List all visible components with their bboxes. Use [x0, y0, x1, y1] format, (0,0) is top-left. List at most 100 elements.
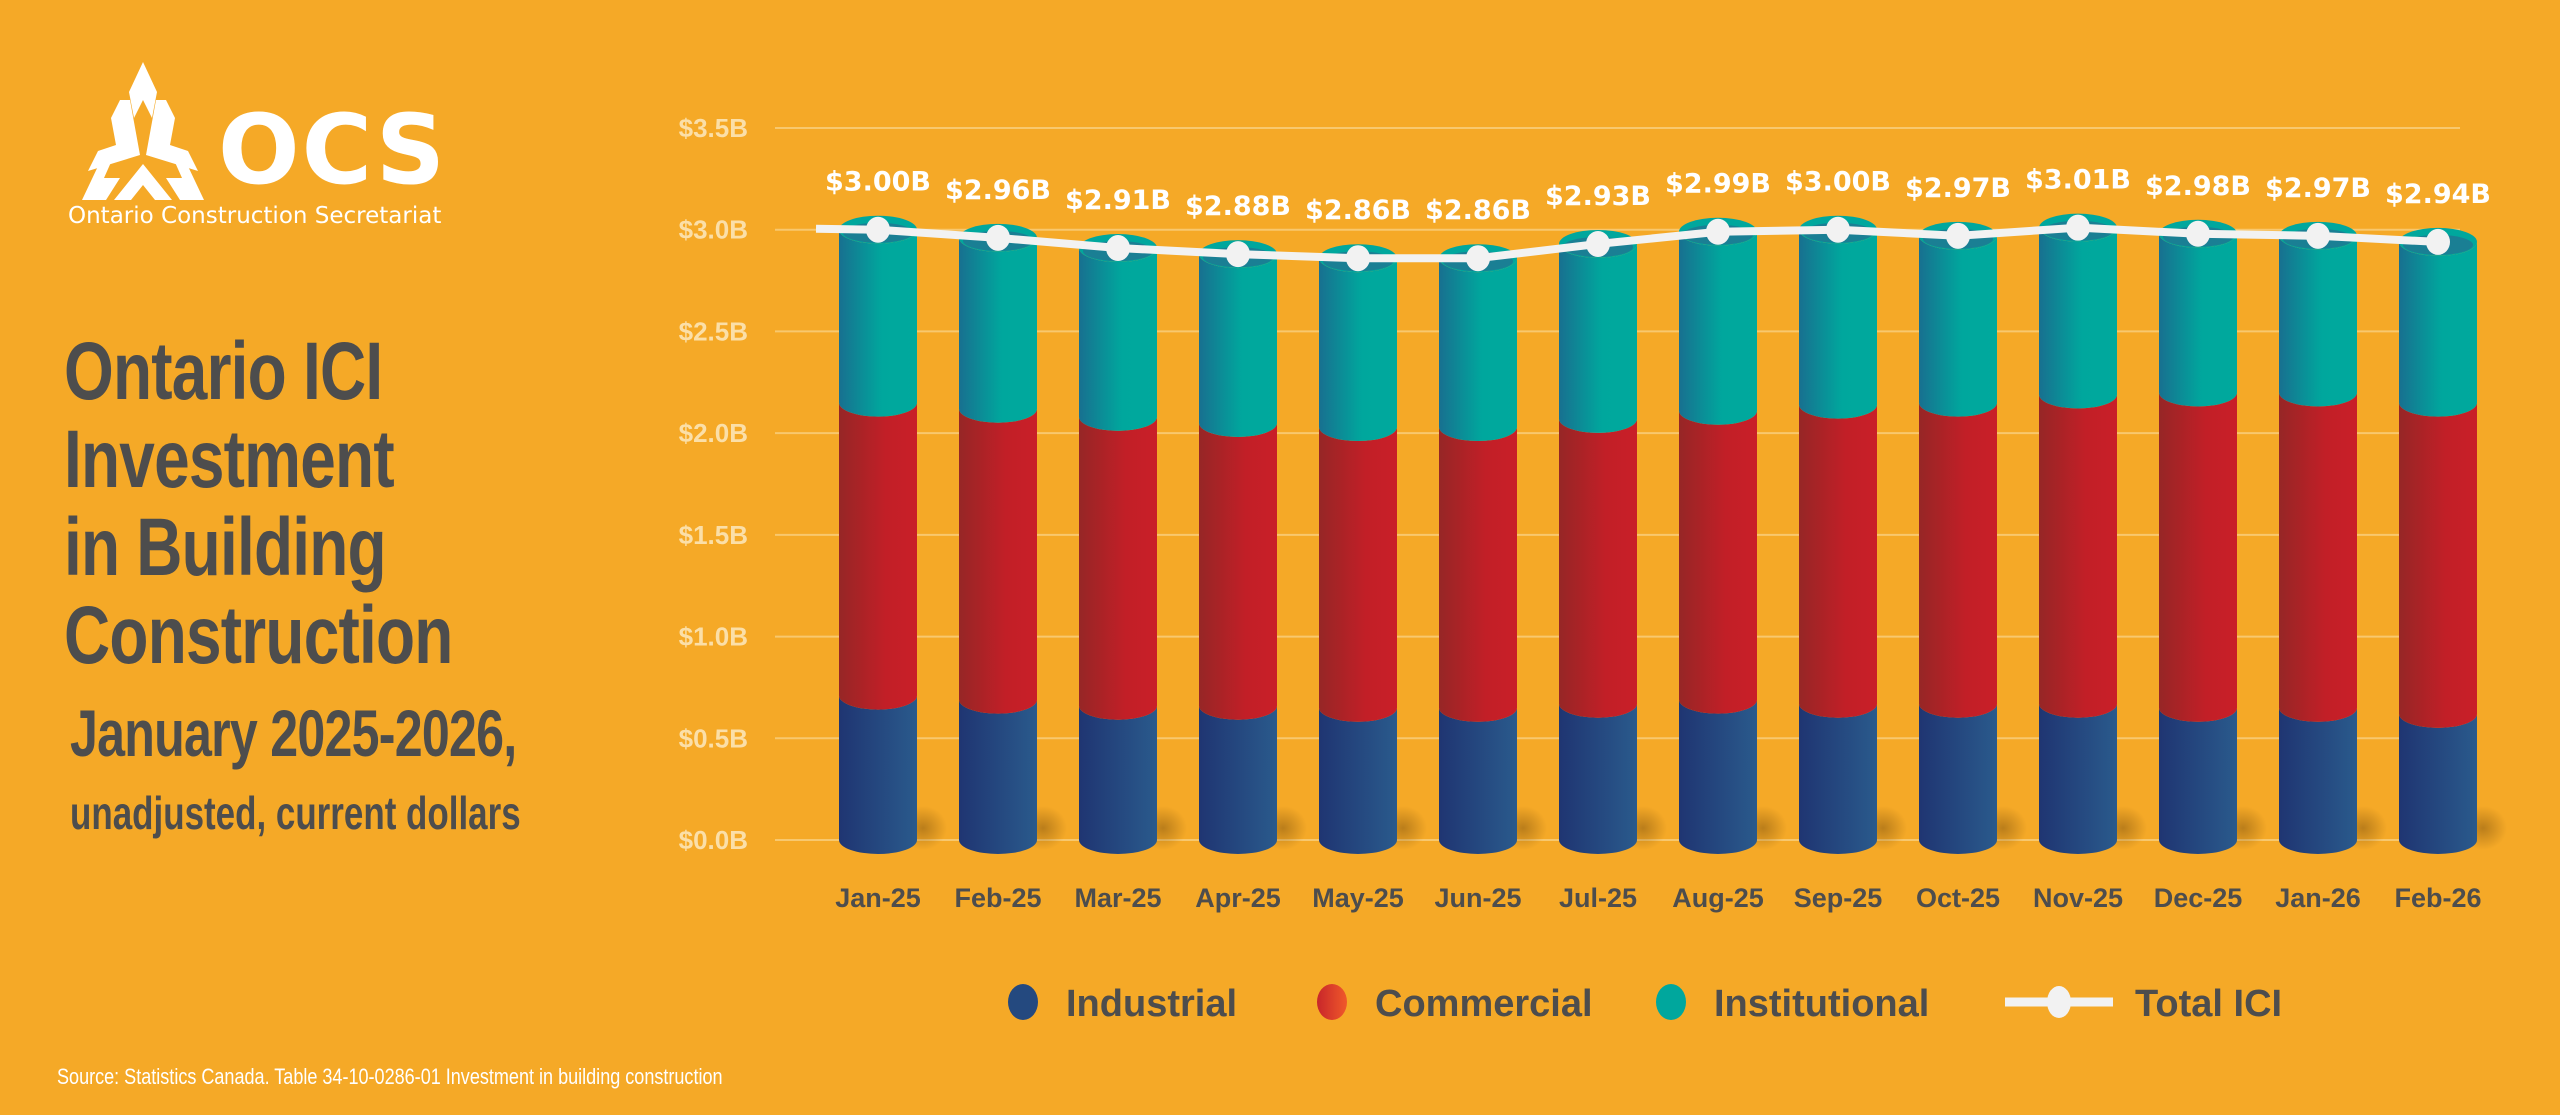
data-label: $2.94B — [2385, 179, 2491, 210]
bar-segment-commercial — [1079, 416, 1157, 720]
data-label: $2.99B — [1665, 169, 1771, 200]
bar-segment-commercial — [2039, 394, 2117, 718]
y-tick-label: $0.5B — [679, 723, 748, 753]
bar-segment-industrial — [2159, 707, 2237, 854]
x-tick-label: Feb-26 — [2394, 883, 2481, 913]
x-tick-label: Jan-26 — [2275, 883, 2361, 913]
data-label: $2.86B — [1425, 195, 1531, 226]
data-label: $2.91B — [1065, 185, 1171, 216]
bar-segment-institutional — [2279, 235, 2357, 407]
bars — [839, 213, 2507, 854]
bar-segment-institutional — [1439, 258, 1517, 442]
bar-stack-jan-25 — [839, 215, 947, 854]
bar-segment-commercial — [1319, 427, 1397, 722]
total-ici-point — [2186, 220, 2210, 247]
bar-segment-institutional — [839, 229, 917, 417]
bar-segment-commercial — [1679, 410, 1757, 714]
x-tick-label: Dec-25 — [2154, 883, 2243, 913]
x-tick-label: Jun-25 — [1434, 883, 1521, 913]
legend-swatch-dot — [2047, 986, 2071, 1018]
bar-stack-jun-25 — [1439, 244, 1547, 854]
total-ici-point — [1346, 245, 1370, 272]
total-ici-point — [2066, 214, 2090, 241]
x-tick-label: Aug-25 — [1672, 883, 1764, 913]
bar-segment-institutional — [1799, 229, 1877, 419]
bar-segment-industrial — [1199, 705, 1277, 854]
total-ici-point — [2426, 228, 2450, 255]
bar-segment-institutional — [2399, 241, 2477, 417]
bar-segment-industrial — [1079, 705, 1157, 854]
x-tick-label: Oct-25 — [1916, 883, 2000, 913]
y-axis: $0.0B $0.5B $1.0B $1.5B $2.0B $2.5B $3.0B $3.5B — [679, 113, 748, 855]
x-tick-label: May-25 — [1312, 883, 1404, 913]
x-tick-label: Feb-25 — [954, 883, 1041, 913]
legend-swatch-industrial — [1008, 984, 1038, 1020]
y-tick-label: $1.5B — [679, 520, 748, 550]
x-tick-label: Sep-25 — [1794, 883, 1883, 913]
bar-segment-commercial — [959, 408, 1037, 714]
source-note: Source: Statistics Canada. Table 34-10-0… — [57, 1064, 723, 1089]
legend-label: Institutional — [1714, 983, 1929, 1025]
legend: Industrial Commercial Institutional Total I… — [1008, 983, 2282, 1025]
bar-stack-feb-26 — [2399, 227, 2507, 854]
bar-stack-nov-25 — [2039, 213, 2147, 854]
bar-segment-institutional — [1679, 231, 1757, 425]
bar-stack-jan-26 — [2279, 221, 2387, 854]
bar-segment-industrial — [1319, 707, 1397, 854]
bar-segment-industrial — [1919, 703, 1997, 854]
bar-segment-commercial — [1559, 418, 1637, 718]
bar-segment-industrial — [1559, 703, 1637, 854]
x-axis: Jan-25 Feb-25 Mar-25 Apr-25 May-25 Jun-25 Jul-… — [835, 883, 2481, 913]
bar-segment-commercial — [1919, 402, 1997, 718]
bar-segment-commercial — [2279, 392, 2357, 722]
data-label: $2.86B — [1305, 195, 1411, 226]
legend-swatch-institutional — [1656, 984, 1686, 1020]
bar-segment-commercial — [839, 402, 917, 710]
legend-label: Commercial — [1375, 983, 1593, 1025]
heading-block: Ontario ICI Investment in Building Const… — [64, 326, 624, 837]
total-ici-point — [1586, 230, 1610, 257]
y-tick-label: $0.0B — [679, 825, 748, 855]
bar-segment-commercial — [2399, 402, 2477, 728]
total-ici-point — [866, 216, 890, 243]
data-label: $2.97B — [2265, 173, 2371, 204]
y-tick-label: $2.0B — [679, 418, 748, 448]
legend-label: Total ICI — [2135, 983, 2282, 1025]
bar-segment-industrial — [1679, 699, 1757, 854]
bar-segment-industrial — [959, 699, 1037, 854]
bar-stack-mar-25 — [1079, 234, 1187, 854]
y-tick-label: $3.0B — [679, 215, 748, 245]
total-ici-point — [1466, 245, 1490, 272]
bar-segment-industrial — [2399, 713, 2477, 854]
bar-stack-aug-25 — [1679, 217, 1787, 854]
chart-title: Ontario ICI Investment in Building Const… — [64, 326, 453, 681]
total-ici-point — [1826, 216, 1850, 243]
bar-segment-institutional — [1559, 243, 1637, 433]
bar-segment-commercial — [1199, 422, 1277, 720]
legend-item-total-ici: Total ICI — [2005, 983, 2282, 1025]
bar-segment-industrial — [2039, 703, 2117, 854]
bar-segment-industrial — [1439, 707, 1517, 854]
legend-label: Industrial — [1066, 983, 1237, 1025]
bar-stack-jul-25 — [1559, 229, 1667, 854]
logo-wordmark: OCS — [218, 94, 447, 206]
data-label: $2.93B — [1545, 181, 1651, 212]
bar-stack-apr-25 — [1199, 240, 1307, 854]
bar-segment-institutional — [1319, 258, 1397, 442]
bar-stack-may-25 — [1319, 244, 1427, 854]
y-tick-label: $3.5B — [679, 113, 748, 143]
x-tick-label: Nov-25 — [2033, 883, 2123, 913]
ocs-logo: OCS Ontario Construction Secretariat — [68, 60, 468, 235]
total-ici-point — [2306, 222, 2330, 249]
bar-segment-industrial — [2279, 707, 2357, 854]
bar-segment-institutional — [1919, 235, 1997, 417]
bar-segment-industrial — [1799, 703, 1877, 854]
data-label: $2.96B — [945, 175, 1051, 206]
total-ici-point — [1226, 241, 1250, 268]
chart-note: unadjusted, current dollars — [70, 787, 521, 839]
x-tick-label: Mar-25 — [1074, 883, 1161, 913]
data-label: $2.98B — [2145, 171, 2251, 202]
bar-segment-institutional — [2159, 233, 2237, 407]
data-labels: $3.00B $2.96B $2.91B $2.88B $2.86B $2.86B $2.9… — [825, 165, 2491, 227]
bar-segment-industrial — [839, 695, 917, 854]
